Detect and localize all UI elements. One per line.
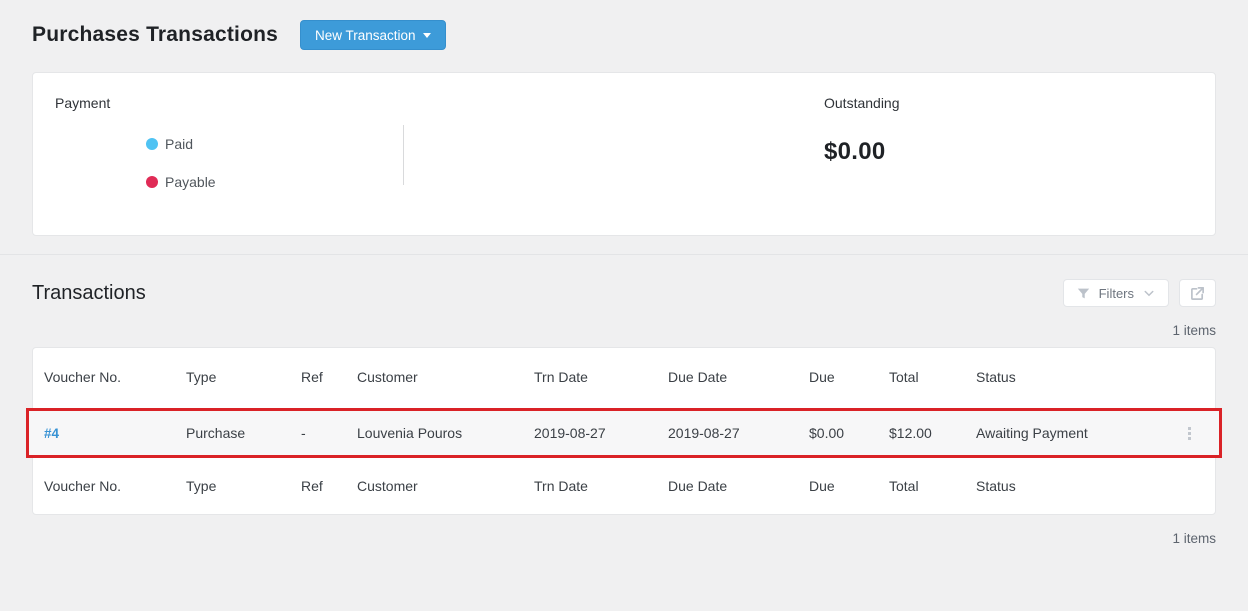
vertical-divider — [403, 125, 404, 185]
filters-label: Filters — [1098, 285, 1134, 301]
col-header-status: Status — [976, 369, 1016, 385]
cell-total: $12.00 — [889, 425, 932, 441]
transactions-title: Transactions — [32, 281, 146, 304]
outstanding-section: Outstanding $0.00 — [824, 73, 1215, 235]
col-header-due: Due — [809, 369, 835, 385]
items-count-top: 1 items — [1172, 323, 1216, 338]
table-footer-row: Voucher No. Type Ref Customer Trn Date D… — [33, 458, 1215, 514]
cell-due: $0.00 — [809, 425, 845, 441]
new-transaction-button[interactable]: New Transaction — [300, 20, 446, 50]
page-title: Purchases Transactions — [32, 23, 279, 46]
footer-col-type: Type — [186, 478, 217, 494]
legend-item-payable[interactable]: Payable — [146, 174, 403, 190]
payment-summary-card: Payment Paid Payable Outstanding $0.00 — [32, 72, 1216, 236]
export-icon — [1191, 286, 1204, 300]
col-header-type: Type — [186, 369, 217, 385]
page-header: Purchases Transactions New Transaction — [32, 20, 1216, 50]
legend-label-payable: Payable — [165, 174, 216, 190]
cell-status: Awaiting Payment — [976, 425, 1088, 441]
section-divider — [0, 254, 1248, 255]
footer-col-ref: Ref — [301, 478, 323, 494]
col-header-ref: Ref — [301, 369, 323, 385]
payment-legend: Paid Payable — [146, 136, 403, 190]
chevron-down-icon — [1144, 290, 1154, 297]
cell-due-date: 2019-08-27 — [668, 425, 740, 441]
transactions-header: Transactions Filters — [32, 279, 1216, 307]
footer-col-status: Status — [976, 478, 1016, 494]
table-header-row: Voucher No. Type Ref Customer Trn Date D… — [33, 348, 1215, 406]
footer-col-total: Total — [889, 478, 919, 494]
payment-chart-section: Payment Paid Payable — [33, 73, 403, 235]
outstanding-label: Outstanding — [824, 95, 900, 111]
col-header-due-date: Due Date — [668, 369, 728, 385]
payment-section-title: Payment — [55, 95, 111, 111]
caret-down-icon — [422, 32, 431, 38]
cell-type: Purchase — [186, 425, 246, 441]
export-button[interactable] — [1179, 279, 1216, 307]
voucher-link[interactable]: #4 — [44, 426, 60, 441]
new-transaction-label: New Transaction — [315, 27, 416, 43]
col-header-trn-date: Trn Date — [534, 369, 588, 385]
transactions-table: Voucher No. Type Ref Customer Trn Date D… — [26, 347, 1222, 515]
cell-ref: - — [301, 425, 306, 441]
col-header-total: Total — [889, 369, 919, 385]
payment-spacer — [404, 73, 824, 235]
table-row[interactable]: #4 Purchase - Louvenia Pouros 2019-08-27… — [26, 408, 1222, 458]
footer-col-customer: Customer — [357, 478, 418, 494]
cell-customer: Louvenia Pouros — [357, 425, 463, 441]
footer-col-due: Due — [809, 478, 835, 494]
col-header-voucher-no: Voucher No. — [44, 369, 122, 385]
footer-col-due-date: Due Date — [668, 478, 728, 494]
legend-label-paid: Paid — [165, 136, 194, 152]
paid-dot-icon — [146, 138, 158, 150]
footer-col-trn-date: Trn Date — [534, 478, 588, 494]
footer-col-voucher-no: Voucher No. — [44, 478, 122, 494]
transactions-actions: Filters — [1062, 279, 1216, 307]
payable-dot-icon — [146, 176, 158, 188]
filter-funnel-icon — [1077, 288, 1089, 298]
kebab-menu-icon[interactable] — [1179, 421, 1199, 445]
col-header-customer: Customer — [357, 369, 418, 385]
legend-item-paid[interactable]: Paid — [146, 136, 403, 152]
cell-trn-date: 2019-08-27 — [534, 425, 606, 441]
outstanding-value: $0.00 — [824, 138, 886, 165]
items-count-bottom: 1 items — [1172, 531, 1216, 546]
filters-button[interactable]: Filters — [1062, 279, 1169, 307]
